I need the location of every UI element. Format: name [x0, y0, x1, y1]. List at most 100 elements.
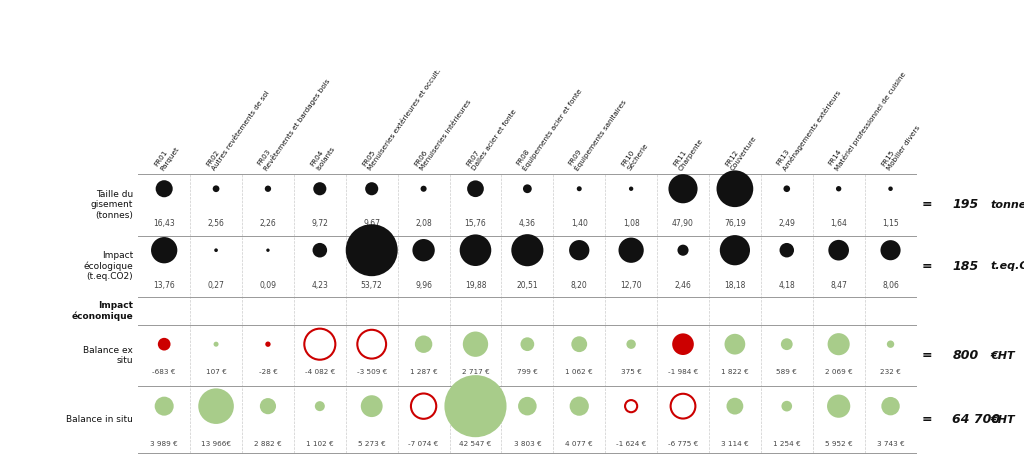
Text: FR14
Matériel professionnel de cuisine: FR14 Matériel professionnel de cuisine	[827, 66, 907, 172]
Text: 9,72: 9,72	[311, 219, 329, 229]
Point	[727, 341, 743, 348]
Text: FR02
Autres revêtements de sol: FR02 Autres revêtements de sol	[206, 86, 271, 172]
Point	[623, 246, 639, 254]
Point	[260, 341, 276, 348]
Text: 8,06: 8,06	[882, 281, 899, 290]
Point	[519, 246, 536, 254]
Text: 1,64: 1,64	[830, 219, 847, 229]
Text: -28 €: -28 €	[259, 369, 278, 376]
Point	[623, 403, 639, 410]
Text: 1 287 €: 1 287 €	[410, 369, 437, 376]
Text: 15,76: 15,76	[465, 219, 486, 229]
Point	[830, 185, 847, 192]
Text: 4,18: 4,18	[778, 281, 796, 290]
Point	[416, 341, 432, 348]
Text: FR11
Charpente: FR11 Charpente	[673, 133, 705, 172]
Point	[311, 341, 328, 348]
Text: FR08
Équipements acier et fonte: FR08 Équipements acier et fonte	[515, 83, 584, 172]
Text: =: =	[922, 349, 932, 362]
Text: 1,08: 1,08	[623, 219, 640, 229]
Text: FR07
Dalles acier et fonte: FR07 Dalles acier et fonte	[465, 104, 517, 172]
Text: 4,36: 4,36	[519, 219, 536, 229]
Text: 3 989 €: 3 989 €	[151, 441, 178, 447]
Text: 20,51: 20,51	[516, 281, 539, 290]
Point	[675, 341, 691, 348]
Text: 5 952 €: 5 952 €	[825, 441, 852, 447]
Text: t.eq.CO2: t.eq.CO2	[990, 261, 1024, 271]
Text: 9,67: 9,67	[364, 219, 380, 229]
Text: 12,70: 12,70	[621, 281, 642, 290]
Point	[675, 246, 691, 254]
Text: FR04
Isolants: FR04 Isolants	[309, 142, 336, 172]
Text: 0,27: 0,27	[208, 281, 224, 290]
Text: FR09
Équipements sanitaires: FR09 Équipements sanitaires	[567, 94, 628, 172]
Text: 2 069 €: 2 069 €	[825, 369, 852, 376]
Text: Impact
économique: Impact économique	[72, 301, 133, 321]
Text: 589 €: 589 €	[776, 369, 797, 376]
Text: 9,96: 9,96	[415, 281, 432, 290]
Point	[727, 246, 743, 254]
Point	[883, 403, 899, 410]
Point	[778, 185, 795, 192]
Text: =: =	[922, 260, 932, 273]
Point	[311, 246, 328, 254]
Text: 2,08: 2,08	[415, 219, 432, 229]
Text: 2 717 €: 2 717 €	[462, 369, 489, 376]
Point	[519, 185, 536, 192]
Text: -683 €: -683 €	[153, 369, 176, 376]
Text: 2,49: 2,49	[778, 219, 796, 229]
Point	[208, 185, 224, 192]
Text: FR05
Menuiseries extérieures et occult.: FR05 Menuiseries extérieures et occult.	[361, 64, 442, 172]
Text: FR06
Menuiseries intérieures: FR06 Menuiseries intérieures	[413, 95, 472, 172]
Text: 8,47: 8,47	[830, 281, 847, 290]
Text: 2,56: 2,56	[208, 219, 224, 229]
Text: 1 102 €: 1 102 €	[306, 441, 334, 447]
Point	[416, 246, 432, 254]
Text: 76,19: 76,19	[724, 219, 745, 229]
Point	[260, 185, 276, 192]
Text: 3 114 €: 3 114 €	[721, 441, 749, 447]
Text: 1 254 €: 1 254 €	[773, 441, 801, 447]
Text: 13,76: 13,76	[154, 281, 175, 290]
Text: 2,46: 2,46	[675, 281, 691, 290]
Point	[364, 185, 380, 192]
Text: 2,26: 2,26	[259, 219, 276, 229]
Point	[675, 185, 691, 192]
Text: 185: 185	[952, 260, 979, 273]
Text: FR03
Revêtements et bardages bois: FR03 Revêtements et bardages bois	[256, 73, 332, 172]
Text: 2 882 €: 2 882 €	[254, 441, 282, 447]
Text: 1 062 €: 1 062 €	[565, 369, 593, 376]
Point	[364, 246, 380, 254]
Text: -4 082 €: -4 082 €	[305, 369, 335, 376]
Text: 8,20: 8,20	[570, 281, 588, 290]
Text: =: =	[922, 198, 932, 211]
Point	[883, 185, 899, 192]
Point	[830, 341, 847, 348]
Text: €HT: €HT	[990, 415, 1015, 425]
Text: 375 €: 375 €	[621, 369, 641, 376]
Text: 42 547 €: 42 547 €	[460, 441, 492, 447]
Text: FR15
Mobilier divers: FR15 Mobilier divers	[880, 121, 921, 172]
Point	[571, 246, 588, 254]
Point	[416, 403, 432, 410]
Text: FR10
Sécherie: FR10 Sécherie	[621, 138, 649, 172]
Point	[156, 185, 172, 192]
Text: -1 624 €: -1 624 €	[616, 441, 646, 447]
Text: 107 €: 107 €	[206, 369, 226, 376]
Point	[364, 403, 380, 410]
Text: 232 €: 232 €	[881, 369, 901, 376]
Text: =: =	[922, 414, 932, 426]
Text: 1,40: 1,40	[570, 219, 588, 229]
Point	[519, 403, 536, 410]
Point	[467, 403, 483, 410]
Point	[467, 246, 483, 254]
Point	[727, 403, 743, 410]
Text: 799 €: 799 €	[517, 369, 538, 376]
Text: 53,72: 53,72	[360, 281, 383, 290]
Text: 18,18: 18,18	[724, 281, 745, 290]
Text: -3 509 €: -3 509 €	[356, 369, 387, 376]
Text: €HT: €HT	[990, 351, 1015, 360]
Text: -6 775 €: -6 775 €	[668, 441, 698, 447]
Point	[156, 403, 172, 410]
Text: 5 273 €: 5 273 €	[358, 441, 385, 447]
